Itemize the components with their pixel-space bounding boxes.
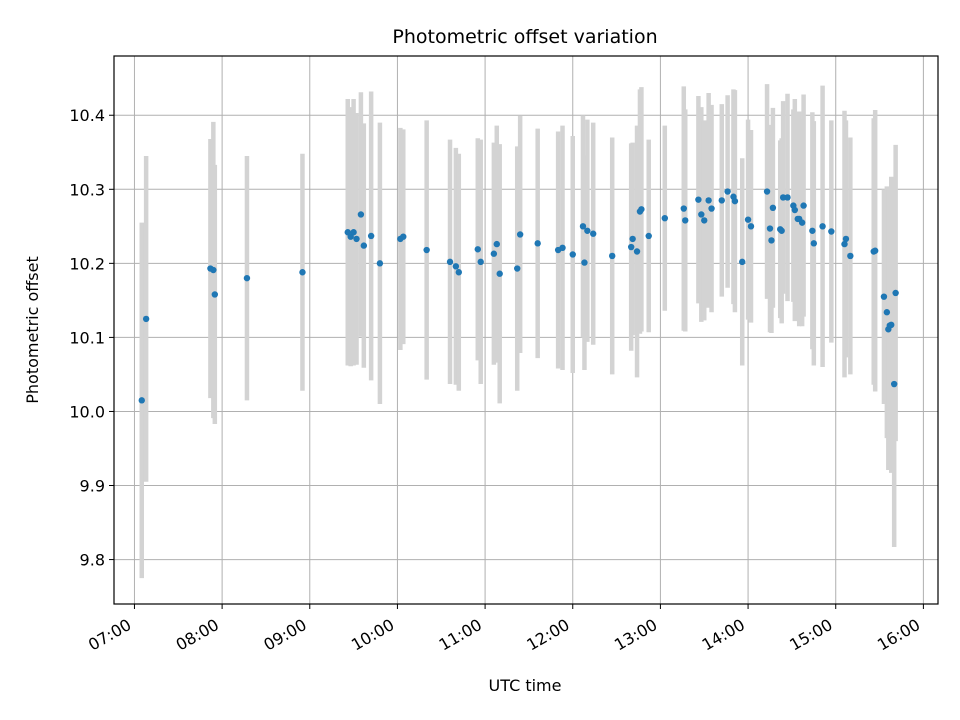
data-point	[847, 252, 854, 260]
data-point	[210, 266, 217, 274]
data-point	[376, 260, 384, 267]
data-point	[810, 240, 818, 247]
data-point	[708, 205, 715, 212]
data-point	[138, 397, 145, 404]
data-point	[559, 244, 566, 251]
y-tick-label: 9.8	[80, 551, 105, 570]
data-point	[579, 223, 587, 230]
data-point	[701, 217, 708, 224]
data-point	[763, 188, 771, 195]
data-point	[880, 293, 888, 300]
data-point	[496, 270, 503, 277]
y-axis: 9.8 9.9 10.0 10.1 10.2 10.3 10.4	[69, 106, 114, 570]
data-point	[800, 202, 807, 209]
data-point	[841, 240, 848, 248]
data-point	[769, 204, 777, 212]
data-point	[446, 258, 454, 266]
data-point	[590, 230, 597, 237]
data-points	[138, 188, 899, 404]
data-point	[739, 258, 746, 266]
data-point	[353, 235, 360, 243]
data-point	[516, 231, 524, 238]
data-point	[766, 225, 774, 232]
data-point	[142, 315, 150, 323]
data-point	[534, 240, 541, 247]
data-point	[633, 248, 641, 255]
y-tick-label: 9.9	[80, 477, 105, 496]
data-point	[842, 235, 850, 243]
data-point	[682, 217, 689, 224]
data-point	[367, 232, 375, 240]
data-point	[455, 269, 462, 276]
data-point	[661, 214, 668, 222]
y-tick-label: 10.0	[69, 402, 105, 421]
data-point	[627, 243, 635, 251]
data-point	[791, 206, 799, 214]
y-tick-label: 10.2	[69, 254, 105, 273]
chart-title: Photometric offset variation	[392, 26, 657, 48]
y-tick-label: 10.3	[69, 180, 105, 199]
data-point	[638, 206, 645, 213]
y-tick-label: 10.4	[69, 106, 105, 125]
plot-frame	[113, 55, 939, 605]
data-point	[680, 205, 687, 212]
data-point	[569, 251, 576, 258]
data-point	[584, 227, 591, 234]
data-point	[423, 246, 430, 254]
data-point	[731, 197, 739, 205]
data-point	[809, 227, 816, 234]
data-point	[452, 263, 460, 270]
data-point	[357, 211, 365, 218]
data-point	[299, 269, 306, 276]
data-point	[581, 259, 588, 266]
y-tick-label: 10.1	[69, 328, 105, 347]
x-axis-label: UTC time	[489, 676, 562, 695]
data-point	[474, 246, 481, 253]
data-point	[798, 219, 806, 226]
data-point	[779, 194, 787, 201]
data-point	[360, 242, 368, 249]
data-point	[892, 289, 899, 297]
y-axis-label: Photometric offset	[23, 256, 42, 404]
data-point	[883, 309, 891, 316]
data-point	[477, 258, 484, 266]
data-point	[608, 252, 616, 260]
data-point	[747, 223, 755, 230]
data-point	[828, 228, 835, 235]
data-point	[744, 216, 752, 223]
data-point	[871, 247, 879, 254]
data-point	[493, 240, 500, 248]
data-point	[400, 233, 407, 240]
data-point	[695, 196, 702, 203]
data-point	[350, 229, 357, 236]
data-point	[490, 250, 498, 257]
data-point	[768, 237, 775, 244]
data-point	[819, 223, 826, 230]
data-point	[705, 197, 712, 204]
data-point	[211, 291, 219, 298]
data-point	[514, 265, 521, 272]
data-point	[888, 321, 895, 329]
data-point	[718, 197, 725, 204]
data-point	[629, 235, 636, 243]
data-point	[645, 232, 652, 240]
data-point	[724, 188, 731, 195]
data-point	[778, 227, 785, 234]
data-point	[243, 274, 251, 282]
data-point	[784, 194, 791, 201]
data-point	[698, 211, 705, 218]
data-point	[890, 380, 898, 388]
